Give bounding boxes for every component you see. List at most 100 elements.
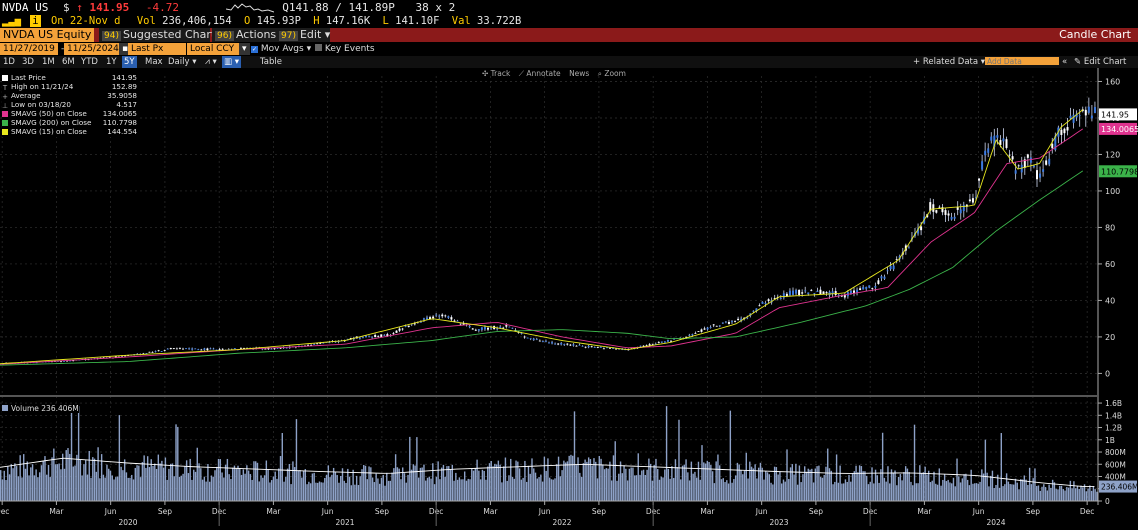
mov-avgs-toggle[interactable]: ✓ Mov Avgs ▾ bbox=[248, 43, 314, 55]
checkbox-checked-icon[interactable]: ✓ bbox=[251, 46, 258, 53]
period-1y[interactable]: 1Y bbox=[106, 57, 117, 67]
period-3d[interactable]: 3D bbox=[22, 57, 34, 67]
volume-bar bbox=[697, 461, 700, 501]
price-volume-chart[interactable]: 0204060801001201401600200M400M600M800M1B… bbox=[0, 68, 1138, 530]
period-5y[interactable]: 5Y bbox=[122, 56, 137, 68]
volume-bar bbox=[1051, 479, 1054, 501]
related-data-button[interactable]: + Related Data ▾ bbox=[913, 57, 986, 67]
candle-body bbox=[124, 355, 127, 357]
chevron-down-icon[interactable]: ▾ bbox=[239, 43, 250, 55]
sma200-tag: 110.7798 bbox=[1101, 167, 1138, 176]
annotate-tool[interactable]: ⟋ Annotate bbox=[518, 69, 561, 78]
actions-button[interactable]: 96)Actions ▾ bbox=[212, 28, 285, 42]
suggested-charts-button[interactable]: 94)Suggested Charts ▾ bbox=[99, 28, 230, 42]
volume-bar bbox=[1050, 487, 1052, 501]
volume-bar bbox=[363, 464, 365, 501]
track-tool[interactable]: ✣ Track bbox=[482, 69, 511, 78]
volume-bar bbox=[1096, 491, 1098, 501]
volume-bar bbox=[657, 469, 659, 501]
x-tick-label: Mar bbox=[49, 507, 64, 516]
checkbox-icon[interactable] bbox=[315, 44, 322, 51]
legend-swatch bbox=[2, 405, 8, 411]
frequency-select[interactable]: Daily ▾ bbox=[168, 57, 197, 67]
volume-bar bbox=[274, 471, 276, 501]
candle-body bbox=[182, 348, 184, 350]
volume-bar bbox=[219, 459, 221, 501]
start-date-field[interactable]: 11/27/2019 bbox=[0, 43, 58, 55]
volume-bar bbox=[359, 476, 361, 501]
calendar-icon[interactable]: ▪ bbox=[119, 43, 129, 55]
volume-legend[interactable]: Volume 236.406M bbox=[2, 404, 79, 413]
volume-bar bbox=[1018, 489, 1020, 501]
volume-bar bbox=[515, 460, 517, 501]
volume-bar bbox=[995, 484, 997, 501]
candle-style-icon[interactable]: ▥ ▾ bbox=[222, 56, 241, 68]
candle-body bbox=[831, 291, 834, 294]
volume-bar bbox=[217, 458, 220, 501]
volume-bar bbox=[244, 473, 246, 501]
volume-bar bbox=[414, 465, 416, 501]
legend-row-sma200[interactable]: SMAVG (200) on Close 110.7798 bbox=[2, 118, 139, 128]
volume-bar bbox=[630, 467, 632, 501]
candle-body bbox=[758, 305, 761, 307]
chart-style-icon[interactable]: ⩘ ▾ bbox=[205, 57, 217, 67]
volume-bar bbox=[352, 469, 354, 501]
candle-body bbox=[203, 348, 206, 350]
candle-body bbox=[968, 199, 971, 202]
volume-bar bbox=[60, 469, 62, 501]
volume-bar bbox=[478, 470, 480, 501]
volume-bar bbox=[1082, 487, 1084, 501]
candle-body bbox=[523, 336, 526, 338]
price-field-select[interactable]: Last Px bbox=[128, 43, 186, 55]
volume-bar bbox=[573, 411, 576, 501]
volume-bar bbox=[626, 480, 629, 501]
end-date-field[interactable]: 11/25/2024 bbox=[64, 43, 122, 55]
collapse-icon[interactable]: « bbox=[1062, 57, 1068, 67]
ticker[interactable]: NVDA US bbox=[2, 1, 49, 14]
edit-chart-button[interactable]: ✎ Edit Chart bbox=[1074, 56, 1126, 68]
candle-body bbox=[984, 150, 987, 156]
info-icon[interactable]: i bbox=[30, 15, 41, 27]
edit-button[interactable]: 97) Edit ▾ bbox=[276, 28, 330, 42]
volume-bar bbox=[855, 465, 857, 501]
volume-bar bbox=[233, 465, 236, 501]
currency-select[interactable]: Local CCY bbox=[187, 43, 243, 55]
volume-bar bbox=[827, 448, 829, 501]
edit-number: 97) bbox=[279, 31, 298, 41]
candle-body bbox=[734, 321, 737, 322]
volume-bar bbox=[109, 470, 112, 501]
volume-bar bbox=[706, 460, 709, 501]
candle-body bbox=[932, 204, 935, 212]
news-tool[interactable]: News bbox=[569, 69, 590, 78]
period-1m[interactable]: 1M bbox=[42, 57, 55, 67]
candle-body bbox=[197, 349, 200, 351]
volume-bar bbox=[568, 455, 570, 501]
volume-bar bbox=[7, 466, 9, 501]
volume-bar bbox=[949, 482, 951, 501]
period-max[interactable]: Max bbox=[145, 57, 163, 67]
period-6m[interactable]: 6M bbox=[62, 57, 75, 67]
period-1d[interactable]: 1D bbox=[3, 57, 15, 67]
add-data-input[interactable] bbox=[985, 57, 1059, 65]
legend-row-sma50[interactable]: SMAVG (50) on Close 134.0065 bbox=[2, 109, 139, 119]
key-events-toggle[interactable]: Key Events bbox=[312, 43, 378, 55]
legend-row-last-price[interactable]: Last Price 141.95 bbox=[2, 73, 139, 83]
candle-body bbox=[883, 276, 886, 279]
volume-bar bbox=[141, 462, 144, 501]
volume-bar bbox=[430, 478, 432, 501]
volume-bar bbox=[637, 453, 639, 501]
volume-bar bbox=[616, 480, 618, 501]
candle-body bbox=[218, 348, 221, 350]
period-ytd[interactable]: YTD bbox=[81, 57, 98, 67]
legend-row-sma15[interactable]: SMAVG (15) on Close 144.554 bbox=[2, 127, 139, 137]
security-field[interactable]: NVDA US Equity bbox=[0, 28, 94, 42]
volume-bar bbox=[79, 459, 82, 501]
volume-bar bbox=[984, 439, 987, 501]
volume-bar bbox=[770, 482, 772, 501]
candle-body bbox=[554, 343, 557, 345]
volume-bar bbox=[378, 483, 381, 501]
zoom-tool[interactable]: ⌕ Zoom bbox=[597, 69, 626, 78]
table-button[interactable]: Table bbox=[260, 57, 282, 67]
volume-bar bbox=[134, 467, 136, 501]
candle-body bbox=[703, 328, 706, 330]
